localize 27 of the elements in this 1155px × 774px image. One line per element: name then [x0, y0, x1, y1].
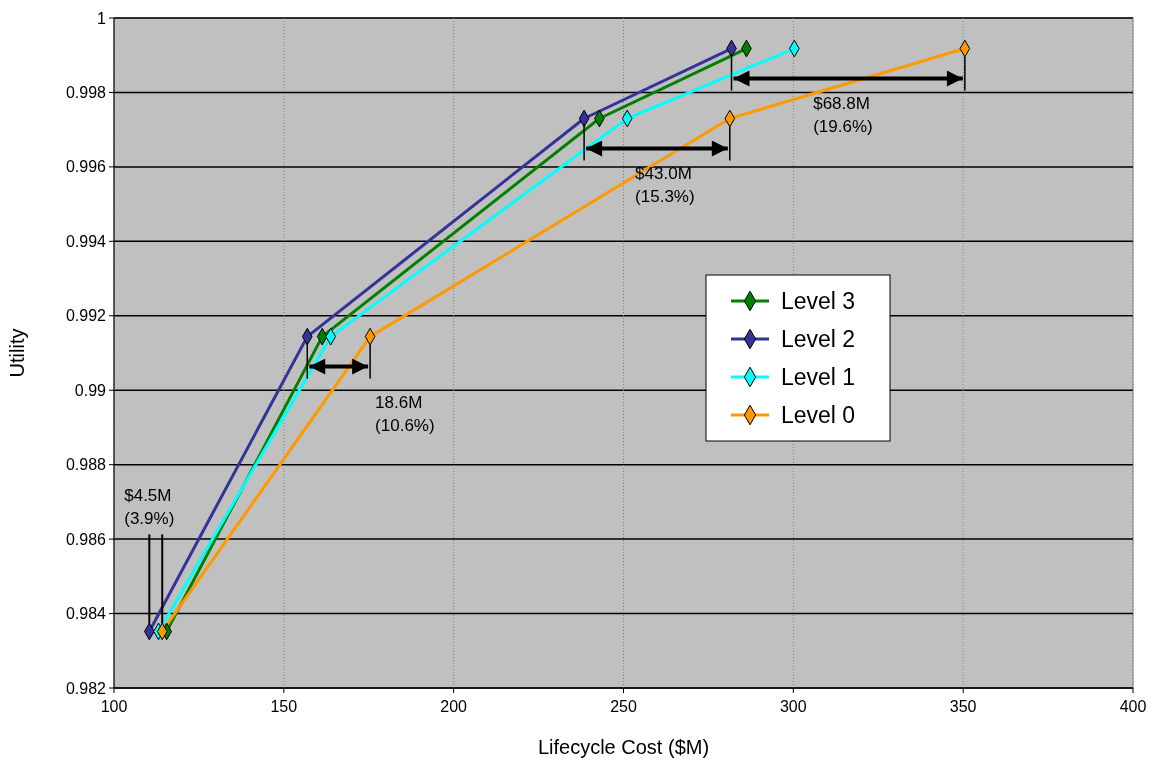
x-tick-label: 200 [440, 698, 468, 715]
y-tick-label: 0.988 [65, 456, 107, 474]
x-axis-title: Lifecycle Cost ($M) [537, 736, 710, 758]
x-tick-label: 250 [610, 698, 637, 715]
y-tick-label: 0.982 [65, 679, 107, 697]
y-tick-label: 0.998 [65, 84, 107, 102]
y-tick-label: 0.996 [65, 158, 107, 176]
y-tick-label: 1 [97, 9, 107, 27]
y-tick-label: 0.99 [74, 381, 107, 399]
legend-label: Level 3 [781, 288, 856, 315]
annotation: 18.6M (10.6%) [375, 392, 435, 435]
y-tick-label: 0.984 [65, 605, 107, 623]
y-tick-label: 0.994 [65, 232, 107, 250]
annotation: $43.0M (15.3%) [635, 163, 695, 206]
x-tick-label: 150 [270, 698, 298, 715]
x-tick-label: 100 [100, 698, 128, 715]
annotation: $68.8M (19.6%) [813, 93, 873, 136]
y-tick-label: 0.986 [65, 530, 107, 548]
annotation: $4.5M (3.9%) [124, 486, 175, 529]
legend-label: Level 2 [781, 326, 856, 353]
x-tick-label: 400 [1119, 698, 1147, 715]
x-tick-label: 350 [949, 698, 977, 715]
x-tick-label: 300 [779, 698, 807, 715]
y-tick-label: 0.992 [65, 307, 107, 325]
y-axis-title: Utility [6, 328, 28, 378]
legend-label: Level 0 [781, 402, 856, 429]
legend-label: Level 1 [781, 364, 856, 391]
